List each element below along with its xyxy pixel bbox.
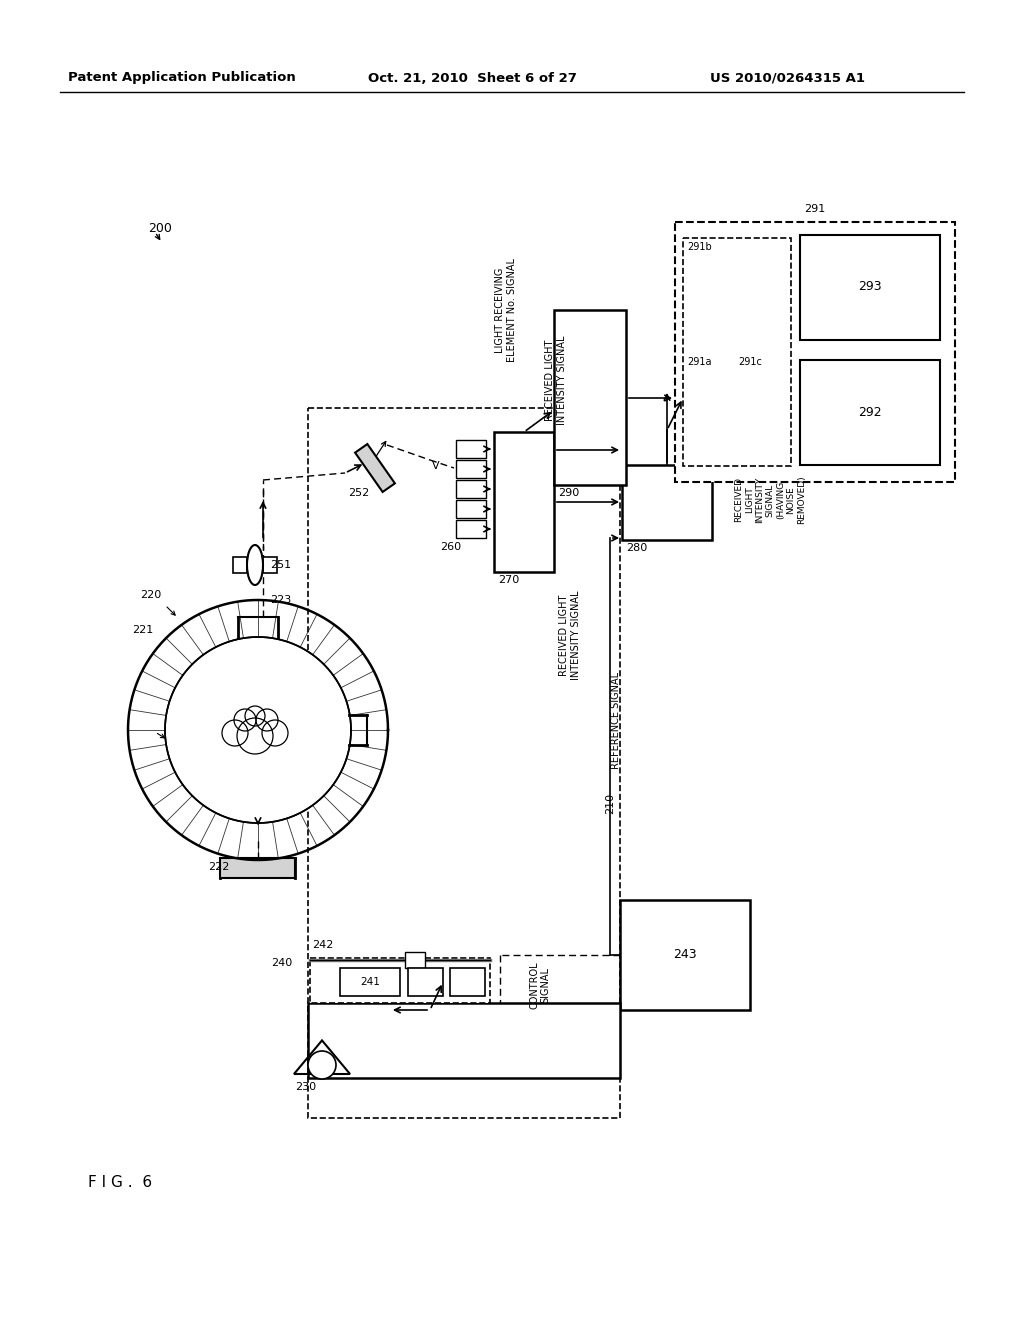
Text: 270: 270: [498, 576, 519, 585]
Circle shape: [256, 709, 278, 731]
Bar: [263, 557, 278, 573]
Circle shape: [245, 706, 265, 726]
Text: 242: 242: [312, 940, 334, 950]
Bar: [800, 360, 940, 465]
Text: 260: 260: [440, 543, 461, 552]
Bar: [800, 235, 940, 341]
Text: 222: 222: [208, 862, 229, 873]
Text: 290: 290: [558, 488, 580, 498]
Bar: [456, 440, 486, 458]
Text: V: V: [432, 461, 439, 471]
Text: 200: 200: [148, 222, 172, 235]
Circle shape: [237, 718, 273, 754]
Text: 291a: 291a: [687, 356, 712, 367]
Text: RECEIVED LIGHT
INTENSITY SIGNAL: RECEIVED LIGHT INTENSITY SIGNAL: [545, 335, 567, 425]
Text: REFERENCE SIGNAL: REFERENCE SIGNAL: [611, 672, 621, 768]
Circle shape: [222, 719, 248, 746]
Bar: [355, 444, 395, 492]
Text: RECEIVED
LIGHT
INTENSITY
SIGNAL
(HAVING
NOISE
REMOVED): RECEIVED LIGHT INTENSITY SIGNAL (HAVING …: [734, 475, 806, 524]
Text: RECEIVED LIGHT
INTENSITY SIGNAL: RECEIVED LIGHT INTENSITY SIGNAL: [559, 590, 581, 680]
Bar: [408, 968, 443, 997]
Bar: [310, 958, 490, 1003]
Circle shape: [166, 638, 350, 822]
Circle shape: [308, 1051, 336, 1078]
Bar: [622, 465, 712, 540]
Bar: [308, 408, 620, 1118]
Text: 241: 241: [360, 977, 380, 987]
Bar: [683, 238, 791, 466]
Text: F I G .  6: F I G . 6: [88, 1175, 153, 1191]
Text: CONTROL
SIGNAL: CONTROL SIGNAL: [529, 961, 551, 1008]
Bar: [554, 310, 626, 484]
Circle shape: [262, 719, 288, 746]
Bar: [456, 520, 486, 539]
Bar: [456, 500, 486, 517]
Text: 243: 243: [673, 949, 696, 961]
Bar: [450, 968, 485, 997]
Text: 280: 280: [626, 543, 647, 553]
Text: 220: 220: [140, 590, 161, 601]
Bar: [308, 1003, 620, 1078]
Text: 291: 291: [805, 205, 825, 214]
Bar: [456, 459, 486, 478]
Bar: [233, 557, 247, 573]
Text: 251: 251: [270, 560, 291, 570]
Ellipse shape: [247, 545, 263, 585]
Text: 252: 252: [348, 488, 370, 498]
Circle shape: [234, 709, 256, 731]
Text: US 2010/0264315 A1: US 2010/0264315 A1: [710, 71, 865, 84]
Text: 291c: 291c: [738, 356, 762, 367]
Text: 210: 210: [605, 793, 615, 814]
Bar: [456, 480, 486, 498]
Bar: [675, 222, 955, 482]
Bar: [406, 952, 425, 968]
Text: 293: 293: [858, 281, 882, 293]
Text: LIGHT RECEIVING
ELEMENT No. SIGNAL: LIGHT RECEIVING ELEMENT No. SIGNAL: [496, 257, 517, 362]
Bar: [220, 858, 295, 878]
Text: 223: 223: [270, 595, 291, 605]
Text: Patent Application Publication: Patent Application Publication: [68, 71, 296, 84]
Text: 292: 292: [858, 405, 882, 418]
Text: 221: 221: [132, 624, 154, 635]
Text: Oct. 21, 2010  Sheet 6 of 27: Oct. 21, 2010 Sheet 6 of 27: [368, 71, 577, 84]
Text: 240: 240: [270, 958, 292, 968]
Text: 230: 230: [295, 1082, 316, 1092]
Bar: [340, 968, 400, 997]
Bar: [494, 432, 554, 572]
Bar: [620, 900, 750, 1010]
Text: 291b: 291b: [687, 242, 712, 252]
